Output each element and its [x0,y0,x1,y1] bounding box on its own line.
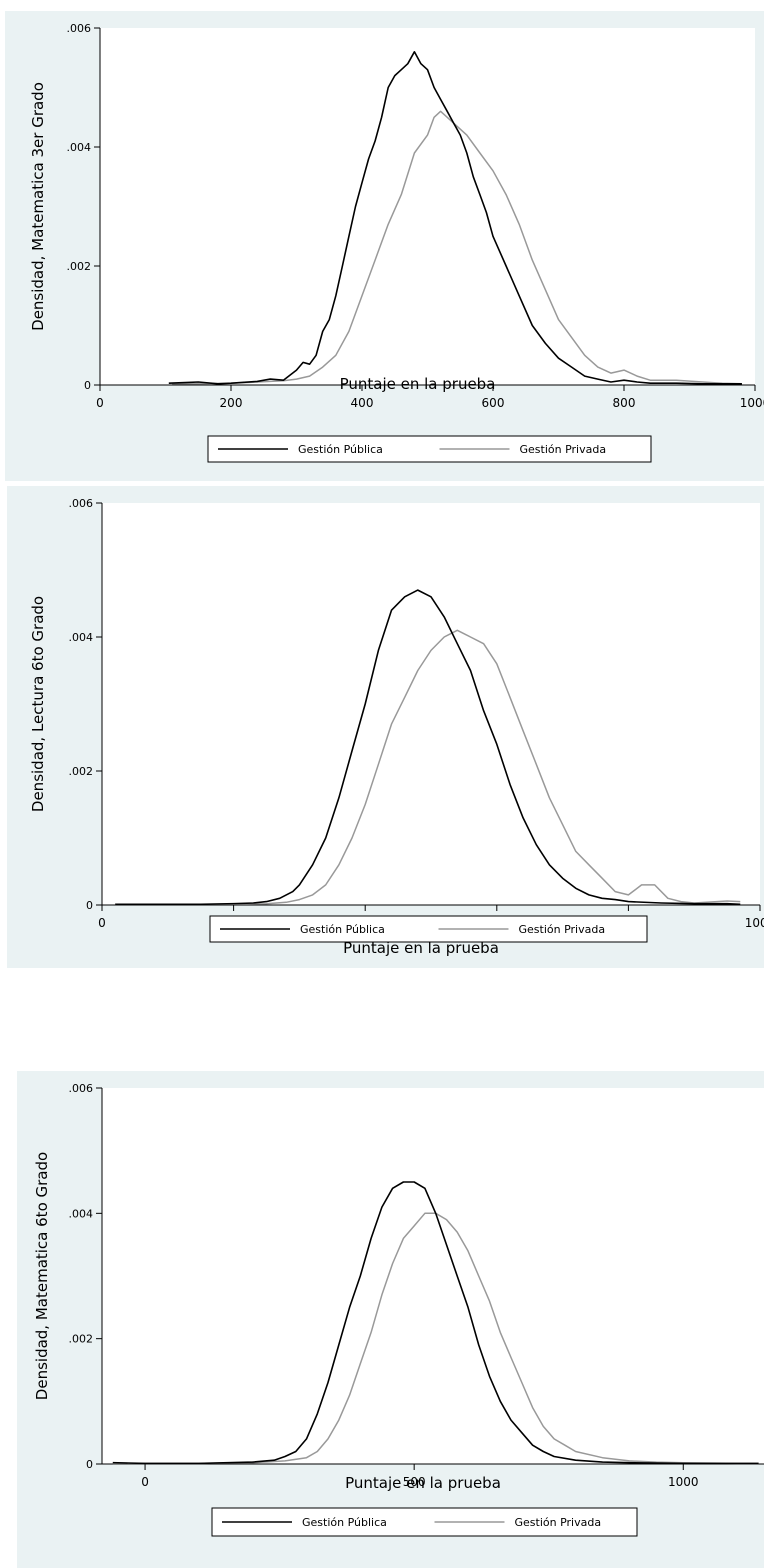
legend-label: Gestión Privada [520,443,607,456]
y-tick-label: .002 [69,765,94,778]
x-tick-label: 1000 [745,916,764,930]
legend-label: Gestión Privada [519,923,606,936]
y-tick-label: 0 [84,379,91,392]
x-tick-label: 1000 [740,396,764,410]
legend-label: Gestión Privada [515,1516,602,1529]
legend-label: Gestión Pública [300,923,385,936]
plot-area [100,28,755,385]
chart-panel-1: 0 .002 .004 .006 0 200 400 600 800 1000 Densidad, … [5,11,764,481]
x-tick-label: 1000 [668,1475,699,1489]
chart-panel-2: 0.002.004.00602004006008001000Densidad, … [7,486,764,968]
y-axis-title: Densidad, Matematica 3er Grado [29,82,47,331]
density-chart-matematica-3er: 0 .002 .004 .006 0 200 400 600 800 1000 Densidad, … [29,22,764,463]
plot-area [102,503,760,905]
series-line [115,589,741,906]
plot-area [102,1088,764,1464]
x-tick-label: 0 [98,916,106,930]
y-tick-label: .006 [67,22,92,35]
y-tick-label: 0 [86,1458,93,1471]
x-tick-label: 0 [96,396,104,410]
x-tick-label: 600 [482,396,505,410]
legend [211,1507,638,1537]
legend-label: Gestión Pública [298,443,383,456]
y-tick-label: .004 [67,141,92,154]
y-axis-title: Densidad, Matematica 6to Grado [33,1152,51,1400]
y-tick-label: .006 [69,1082,94,1095]
series-line [112,1181,759,1465]
chart-panel-3: 0 .002 .004 .006 0 500 1000 Densidad, Matematic… [17,1071,764,1568]
series-line [168,50,742,385]
density-chart-matematica-6to: 0 .002 .004 .006 0 500 1000 Densidad, Matematic… [33,1082,764,1537]
density-chart-lectura-6to: 0.002.004.00602004006008001000Densidad, … [29,497,764,957]
x-axis-title: Puntaje en la prueba [340,375,496,393]
x-axis-title: Puntaje en la prueba [343,939,499,957]
y-axis-title: Densidad, Lectura 6to Grado [29,596,47,812]
y-tick-label: .002 [69,1333,94,1346]
series-line [112,1212,759,1465]
x-axis-title: Puntaje en la prueba [345,1474,501,1492]
x-tick-label: 0 [141,1475,149,1489]
legend-label: Gestión Pública [302,1516,387,1529]
series-line [115,629,741,906]
x-tick-label: 200 [220,396,243,410]
y-tick-label: .004 [69,631,94,644]
y-tick-label: .006 [69,497,94,510]
y-tick-label: 0 [86,899,93,912]
y-tick-label: .002 [67,260,92,273]
x-tick-label: 800 [613,396,636,410]
x-tick-label: 500 [403,1475,426,1489]
y-tick-label: .004 [69,1207,94,1220]
x-tick-label: 400 [351,396,374,410]
